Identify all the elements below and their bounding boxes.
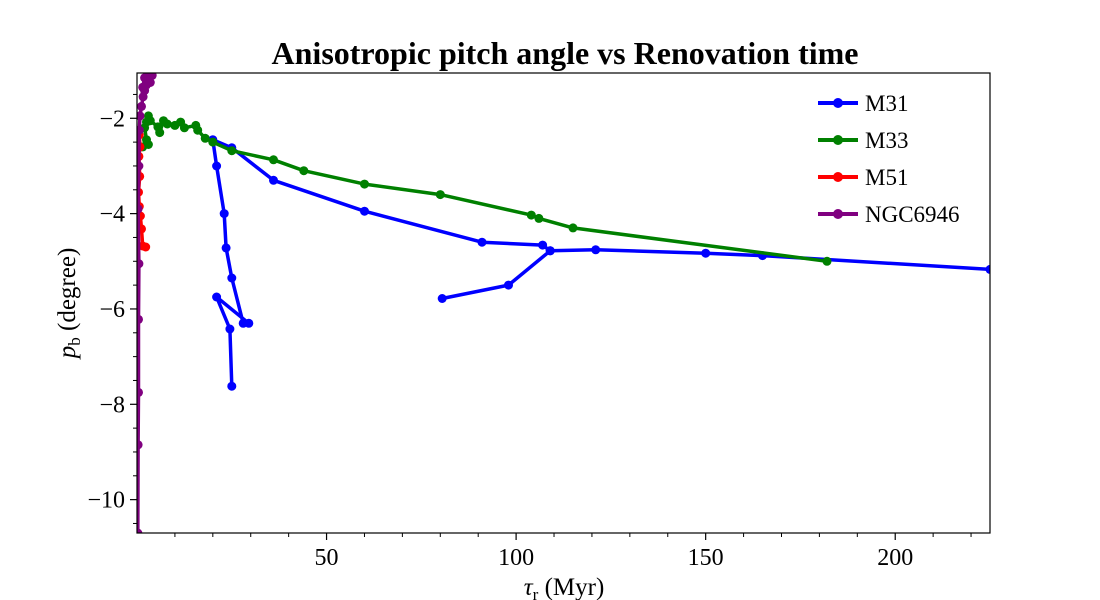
legend-marker-m51 [833,172,843,182]
data-point-m31 [701,248,711,258]
data-point-m33 [208,137,218,147]
data-point-m33 [191,120,201,130]
x-axis-ticks: 50 100 150 200 [174,533,972,571]
x-axis-label-unit: (Myr) [538,574,604,600]
data-point-m33 [526,210,536,220]
x-tick-label: 50 [315,545,339,571]
series-m31 [208,135,990,391]
data-point-ngc6946 [137,440,143,450]
y-tick-label: −10 [87,488,125,514]
data-point-m33 [200,133,210,143]
y-tick-label: −8 [99,392,125,418]
data-point-ngc6946 [138,82,148,92]
data-point-m33 [227,146,237,156]
chart-title: Anisotropic pitch angle vs Renovation ti… [272,35,859,71]
data-point-m31 [504,280,513,290]
data-point-ngc6946 [137,101,146,111]
data-point-ngc6946 [137,387,143,397]
series-ngc6946 [137,73,157,533]
series-layer [137,73,990,533]
legend-marker-m33 [833,135,843,145]
series-line-m31-branch [441,249,552,301]
x-tick-label: 150 [688,545,724,571]
y-axis-label-symbol: p [54,346,81,361]
data-point-ngc6946 [137,125,144,135]
data-point-m31 [985,264,990,274]
data-point-m31 [269,175,278,185]
y-axis-label-unit: (degree) [54,248,81,338]
y-tick-label: −2 [99,106,125,132]
data-point-ngc6946 [137,314,143,324]
y-axis-ticks: −2 −4 −6 −8 −10 [87,93,137,524]
legend-label-m31: M31 [865,91,908,116]
data-point-ngc6946 [137,528,143,533]
series-m33 [138,111,832,266]
legend: M31 M33 M51 NGC6946 [818,91,960,227]
y-tick-label: −6 [99,297,125,323]
plot-frame [136,72,991,534]
data-point-ngc6946 [137,204,143,214]
legend-item-m33: M33 [818,128,908,153]
data-point-m33 [822,256,832,266]
data-point-m31 [545,246,555,256]
data-point-m33 [269,155,278,165]
data-point-ngc6946 [137,161,144,171]
data-point-ngc6946 [140,73,150,83]
data-point-m31 [437,294,447,303]
x-axis-label-symbol: τ [524,574,534,600]
data-point-m33 [360,179,369,189]
legend-label-ngc6946: NGC6946 [865,202,960,227]
legend-marker-ngc6946 [833,209,843,219]
y-axis-label-subscript: b [65,337,84,346]
data-point-m33 [568,223,578,233]
plot-data [137,73,990,533]
data-point-ngc6946 [137,111,145,121]
data-point-m31 [244,318,254,328]
data-point-m33 [435,190,445,200]
data-point-m31 [225,324,235,334]
data-point-m31 [227,273,237,283]
data-point-m31 [219,209,229,219]
data-point-m31 [591,245,601,255]
y-tick-label: −4 [99,202,125,228]
x-axis-label: τr (Myr) [524,574,605,600]
data-point-m31 [221,243,231,253]
data-point-m31 [212,292,222,302]
legend-label-m33: M33 [865,128,908,153]
data-point-m33 [170,120,180,130]
data-point-m31 [212,161,222,171]
data-point-m31 [538,240,548,250]
legend-marker-m31 [833,98,843,108]
legend-item-ngc6946: NGC6946 [818,202,960,227]
data-point-m51 [141,242,151,252]
data-point-m31 [227,381,237,391]
data-point-m31 [360,206,369,216]
x-axis-label-subscript: r [533,585,539,600]
legend-item-m31: M31 [818,91,908,116]
data-point-m33 [153,122,163,132]
data-point-m33 [299,166,309,176]
x-tick-label: 100 [498,545,534,571]
data-point-ngc6946 [137,259,144,269]
legend-item-m51: M51 [818,165,908,190]
legend-label-m51: M51 [865,165,908,190]
x-tick-label: 200 [877,545,913,571]
data-point-m33 [534,213,544,223]
y-axis-label: pb (degree) [54,248,84,361]
data-point-m33 [159,116,168,126]
data-point-m31 [477,237,487,247]
